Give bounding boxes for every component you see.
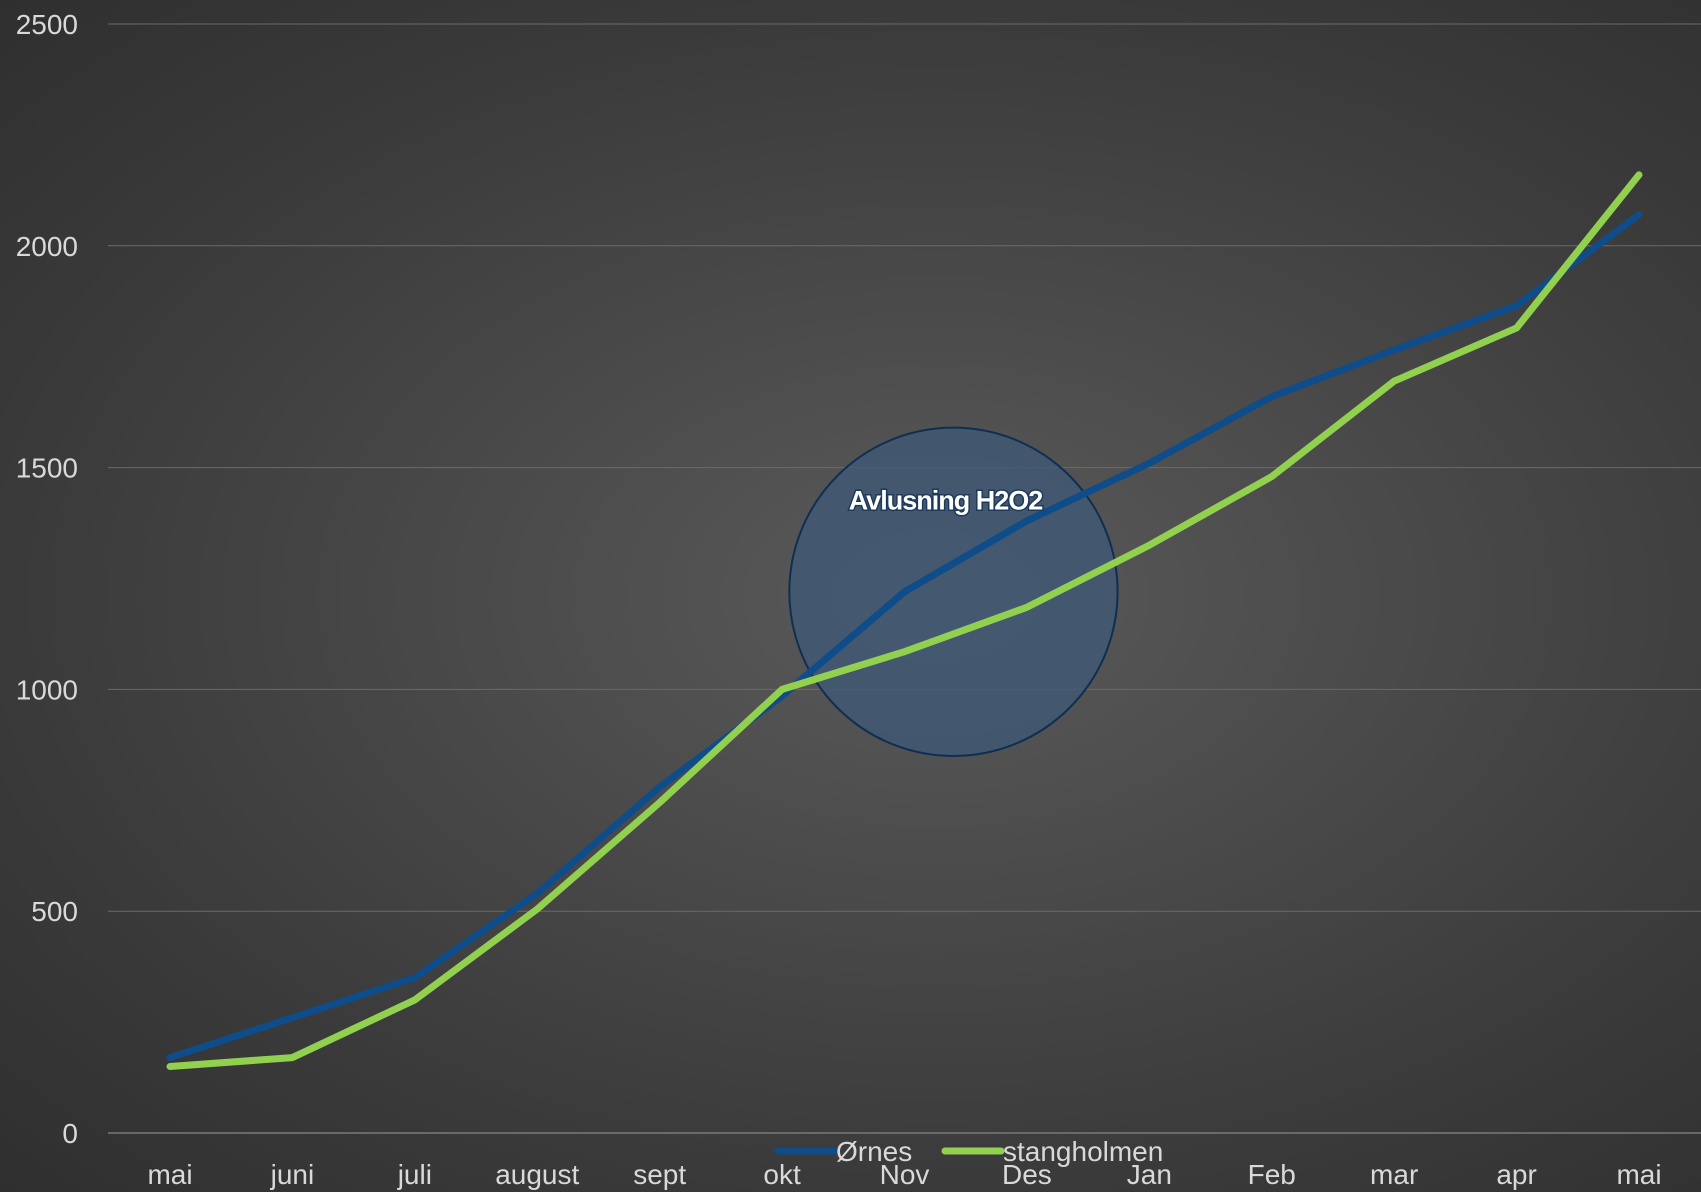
series-line-stangholmen [166,171,1643,1070]
x-tick-label: Jan [1127,1159,1172,1190]
x-tick-label: juni [270,1159,315,1190]
series-layer [166,171,1643,1070]
legend-label: stangholmen [1003,1136,1163,1167]
annotation-layer [788,426,1119,757]
x-tick-label: apr [1496,1159,1536,1190]
series-line-ornes [166,211,1643,1062]
annotation-label: Avlusning H2O2 [849,486,1043,516]
y-tick-label: 0 [62,1118,78,1149]
x-tick-label: Nov [880,1159,930,1190]
x-tick-label: mai [1616,1159,1661,1190]
x-tick-label: okt [763,1159,801,1190]
x-tick-label: sept [633,1159,686,1190]
x-tick-label: mar [1370,1159,1418,1190]
x-tick-label: juli [397,1159,432,1190]
x-tick-label: Des [1002,1159,1052,1190]
y-tick-label: 1000 [16,674,78,705]
x-axis: mai juni juli august sept okt Nov Des Jan Feb mar a… [147,1159,1661,1190]
annotation-text-layer: Avlusning H2O2 [847,484,1045,517]
x-tick-label: Feb [1248,1159,1296,1190]
y-tick-label: 2500 [16,9,78,40]
x-tick-label: mai [147,1159,192,1190]
y-tick-label: 500 [31,896,78,927]
legend: Ørnes stangholmen [774,1136,1163,1167]
x-tick-label: august [495,1159,579,1190]
y-tick-label: 2000 [16,231,78,262]
y-axis: 0 500 1000 1500 2000 2500 [16,9,78,1149]
annotation-circle [788,426,1119,757]
legend-label: Ørnes [836,1136,912,1167]
y-tick-label: 1500 [16,453,78,484]
